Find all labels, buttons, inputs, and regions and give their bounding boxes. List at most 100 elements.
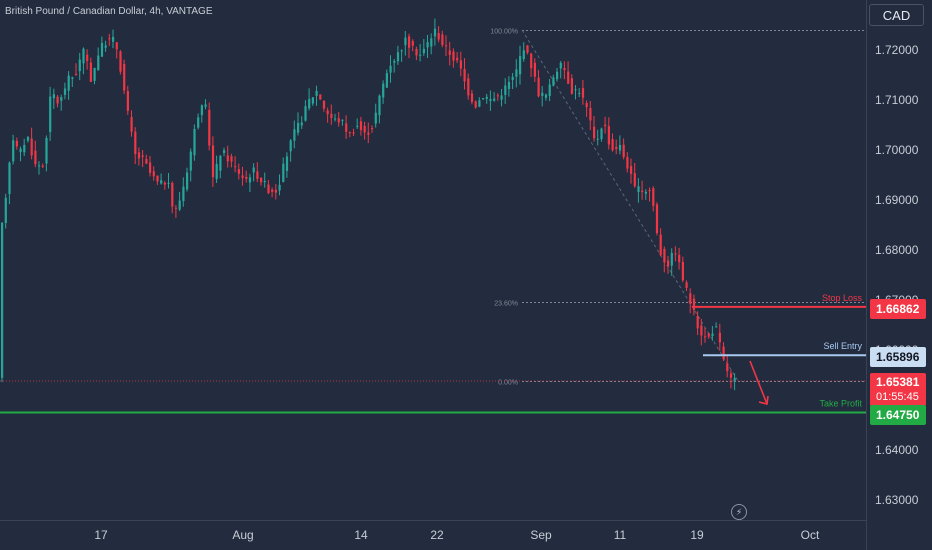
- candle-body: [548, 84, 551, 96]
- candle-body: [322, 100, 326, 109]
- stop-loss-price-tag: 1.66862: [870, 299, 926, 319]
- candle-body: [319, 94, 322, 100]
- candle-body: [626, 156, 629, 169]
- candle-body: [692, 298, 696, 310]
- candle-body: [19, 148, 22, 153]
- x-tick-label: Sep: [530, 528, 552, 542]
- candle-body: [404, 37, 407, 46]
- candle-body: [263, 181, 266, 183]
- candle-body: [130, 117, 133, 132]
- y-tick-label: 1.69000: [875, 193, 919, 207]
- candle-body: [541, 92, 544, 96]
- candle-body: [197, 117, 200, 128]
- candle-body: [248, 177, 252, 183]
- candle-body: [385, 73, 388, 88]
- candle-body: [537, 77, 540, 97]
- candle-body: [611, 139, 614, 151]
- candle-body: [578, 93, 581, 95]
- candle-body: [234, 166, 237, 168]
- projection-arrow-head: [758, 395, 769, 405]
- candle-body: [193, 128, 196, 156]
- candle-body: [715, 326, 718, 328]
- candle-body: [278, 184, 281, 191]
- candle-body: [422, 48, 425, 54]
- candle-body: [511, 76, 514, 80]
- candle-body: [507, 81, 511, 89]
- candle-body: [297, 122, 300, 133]
- candle-body: [419, 54, 422, 56]
- candle-body: [267, 184, 270, 194]
- lightning-icon[interactable]: ⚡: [731, 504, 747, 520]
- candle-body: [326, 110, 329, 115]
- candle-body: [348, 132, 351, 134]
- candle-body: [308, 98, 311, 109]
- candle-body: [467, 78, 470, 96]
- candle-body: [515, 69, 518, 77]
- candle-body: [567, 71, 570, 84]
- candle-body: [504, 85, 507, 95]
- candle-body: [393, 61, 396, 63]
- x-tick-label: Aug: [232, 528, 253, 542]
- candle-body: [633, 173, 636, 187]
- candle-body: [41, 165, 44, 167]
- candle-body: [367, 132, 370, 135]
- candle-body: [441, 34, 444, 46]
- sell-entry-label: Sell Entry: [823, 341, 862, 351]
- candle-body: [615, 146, 618, 149]
- candle-body: [126, 91, 129, 111]
- candle-body: [704, 336, 707, 338]
- candle-body: [448, 50, 451, 56]
- candle-body: [38, 165, 41, 167]
- candle-body: [667, 260, 670, 267]
- y-tick-label: 1.70000: [875, 143, 919, 157]
- fib-level-label: 23.60%: [494, 301, 518, 308]
- candle-body: [334, 118, 337, 120]
- candle-body: [596, 138, 599, 140]
- candle-body: [12, 140, 15, 162]
- fib-level-label: 100.00%: [490, 29, 518, 36]
- candle-body: [622, 144, 625, 158]
- candle-body: [700, 325, 703, 336]
- candle-body: [374, 112, 377, 124]
- candle-body: [145, 158, 148, 164]
- candle-body: [112, 36, 115, 42]
- candle-body: [285, 156, 289, 172]
- candle-body: [134, 131, 137, 155]
- candle-body: [1, 222, 4, 378]
- candle-body: [396, 52, 400, 62]
- candle-countdown: 01:55:45: [876, 391, 919, 403]
- candle-body: [8, 162, 11, 194]
- candle-body: [607, 126, 610, 145]
- candle-body: [559, 62, 562, 69]
- candle-body: [289, 140, 292, 152]
- candle-body: [52, 94, 55, 99]
- candle-body: [408, 36, 411, 48]
- candle-body: [245, 176, 248, 179]
- candle-body: [456, 57, 459, 61]
- x-tick-label: 11: [614, 528, 627, 542]
- candle-body: [556, 71, 559, 80]
- y-tick-label: 1.72000: [875, 43, 919, 57]
- candle-body: [585, 102, 588, 108]
- candle-body: [356, 125, 359, 127]
- candle-body: [189, 151, 192, 171]
- candle-body: [711, 333, 714, 336]
- candle-body: [219, 155, 222, 171]
- candle-body: [533, 62, 536, 77]
- currency-button[interactable]: CAD: [869, 4, 924, 26]
- candle-body: [445, 45, 448, 47]
- candle-body: [167, 182, 170, 184]
- candle-body: [104, 45, 107, 48]
- candle-body: [282, 163, 285, 182]
- candle-body: [341, 119, 344, 121]
- candle-body: [330, 113, 333, 118]
- candle-body: [174, 207, 178, 209]
- candle-body: [478, 100, 481, 107]
- candle-body: [163, 182, 166, 185]
- candle-body: [226, 155, 229, 162]
- candle-body: [637, 186, 640, 192]
- candle-body: [115, 42, 118, 50]
- candle-body: [519, 56, 522, 75]
- candle-body: [493, 98, 496, 101]
